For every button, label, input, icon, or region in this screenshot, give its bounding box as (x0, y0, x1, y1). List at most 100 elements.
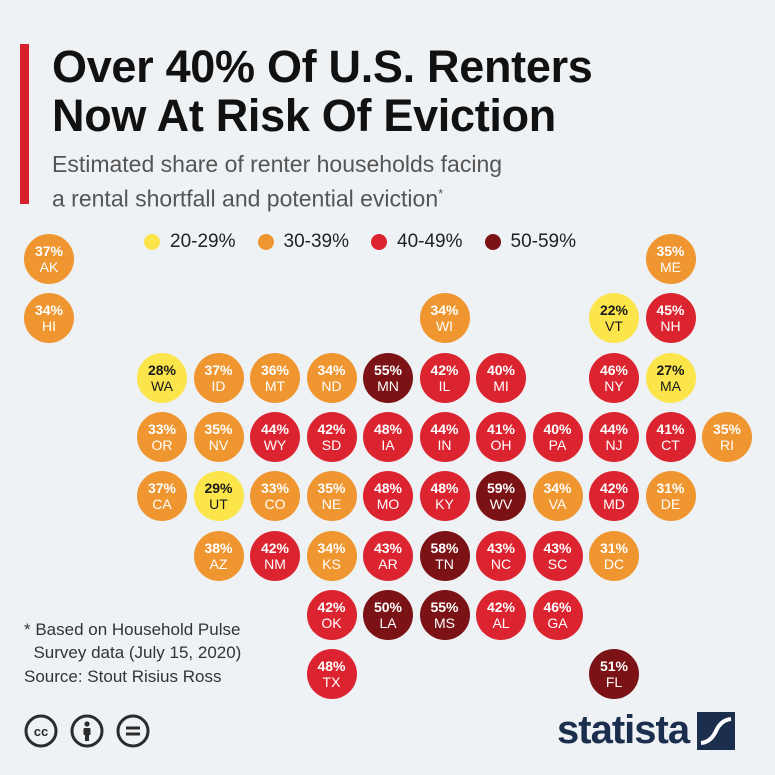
state-abbr: HI (42, 318, 56, 335)
state-mt: 36% MT (250, 352, 300, 403)
legend-item-40-49: 40-49% (371, 231, 463, 253)
state-abbr: RI (720, 436, 734, 453)
state-sc: 43% SC (532, 530, 583, 581)
state-pa: 40% PA (532, 411, 583, 462)
state-ky: 48% KY (419, 471, 470, 522)
state-ak: 37% AK (24, 234, 74, 284)
state-value: 45% (656, 302, 685, 319)
state-value: 42% (486, 598, 516, 615)
state-mo: 48% MO (363, 471, 413, 522)
state-abbr: SD (321, 436, 342, 453)
state-value: 51% (599, 658, 629, 675)
legend-label: 20-29% (170, 231, 236, 252)
state-value: 41% (486, 420, 516, 437)
state-abbr: MT (264, 377, 286, 394)
state-abbr: NJ (605, 436, 623, 453)
state-ny: 46% NY (589, 352, 639, 403)
svg-text:cc: cc (34, 724, 48, 739)
state-wv: 59% WV (476, 471, 526, 522)
state-value: 22% (599, 302, 629, 319)
legend-item-20-29: 20-29% (144, 231, 236, 253)
state-wy: 44% WY (250, 411, 300, 462)
state-value: 31% (656, 480, 685, 497)
state-value: 40% (543, 420, 572, 437)
state-hi: 34% HI (24, 293, 74, 344)
brand-name: statista (557, 708, 690, 752)
state-abbr: NE (321, 496, 342, 513)
state-md: 42% MD (589, 471, 639, 522)
state-abbr: WA (150, 377, 174, 394)
state-abbr: WI (435, 318, 454, 335)
state-nh: 45% NH (645, 293, 696, 344)
state-abbr: TN (435, 555, 454, 572)
state-in: 44% IN (419, 411, 470, 462)
state-value: 33% (260, 480, 290, 497)
state-abbr: AK (39, 259, 59, 275)
state-abbr: NV (208, 436, 229, 453)
state-fl: 51% FL (589, 649, 639, 700)
state-nj: 44% NJ (589, 411, 639, 462)
state-value: 44% (430, 420, 459, 437)
state-value: 37% (34, 243, 64, 259)
state-ca: 37% CA (137, 471, 187, 522)
state-abbr: AR (378, 555, 398, 572)
state-value: 35% (317, 480, 346, 497)
statista-mark-icon (697, 711, 736, 750)
state-value: 42% (599, 480, 629, 497)
state-abbr: MO (376, 496, 400, 513)
state-value: 34% (317, 361, 346, 378)
state-abbr: MD (603, 496, 625, 513)
state-abbr: GA (547, 614, 568, 631)
legend: 20-29% 30-39% 40-49% 50-59% (144, 230, 598, 254)
state-de: 31% DE (645, 471, 696, 522)
accent-bar (20, 44, 29, 204)
state-value: 35% (712, 420, 742, 437)
state-abbr: NH (660, 318, 681, 335)
state-sd: 42% SD (306, 411, 357, 462)
state-value: 58% (430, 539, 459, 556)
state-abbr: SC (547, 555, 568, 572)
state-value: 48% (430, 480, 459, 497)
license-icons: cc (24, 714, 162, 748)
state-abbr: WY (263, 436, 287, 453)
state-abbr: MS (434, 614, 455, 631)
state-abbr: IA (381, 436, 395, 453)
state-wa: 28% WA (137, 352, 187, 403)
state-oh: 41% OH (476, 411, 526, 462)
state-nv: 35% NV (193, 411, 244, 462)
state-ne: 35% NE (306, 471, 357, 522)
state-value: 44% (599, 420, 629, 437)
state-abbr: DE (660, 496, 681, 513)
state-tx: 48% TX (306, 649, 357, 700)
state-nm: 42% NM (250, 530, 300, 581)
state-ar: 43% AR (363, 530, 413, 581)
legend-label: 50-59% (510, 231, 577, 252)
state-abbr: ME (660, 259, 681, 275)
state-ma: 27% MA (645, 352, 696, 403)
state-abbr: KS (322, 555, 341, 572)
state-abbr: OH (490, 436, 512, 453)
source-note: Source: Stout Risius Ross (24, 667, 222, 686)
state-abbr: DC (603, 555, 625, 572)
state-ct: 41% CT (645, 411, 696, 462)
statista-logo: statista (557, 708, 736, 753)
state-abbr: VA (548, 496, 567, 513)
state-ga: 46% GA (532, 589, 583, 640)
state-il: 42% IL (419, 352, 470, 403)
state-id: 37% ID (193, 352, 244, 403)
state-value: 55% (430, 598, 459, 615)
state-abbr: ID (211, 377, 226, 394)
page-title: Over 40% Of U.S. Renters Now At Risk Of … (52, 41, 593, 141)
state-value: 43% (486, 539, 516, 556)
state-abbr: AZ (209, 555, 228, 572)
state-value: 31% (599, 539, 629, 556)
state-value: 43% (543, 539, 572, 556)
state-abbr: CO (264, 496, 286, 513)
state-value: 28% (147, 361, 177, 378)
state-value: 44% (260, 420, 290, 437)
legend-dot-dark-red (484, 234, 501, 250)
state-value: 34% (317, 539, 346, 556)
state-mi: 40% MI (476, 352, 526, 403)
state-abbr: WV (489, 496, 513, 513)
state-value: 50% (373, 598, 403, 615)
